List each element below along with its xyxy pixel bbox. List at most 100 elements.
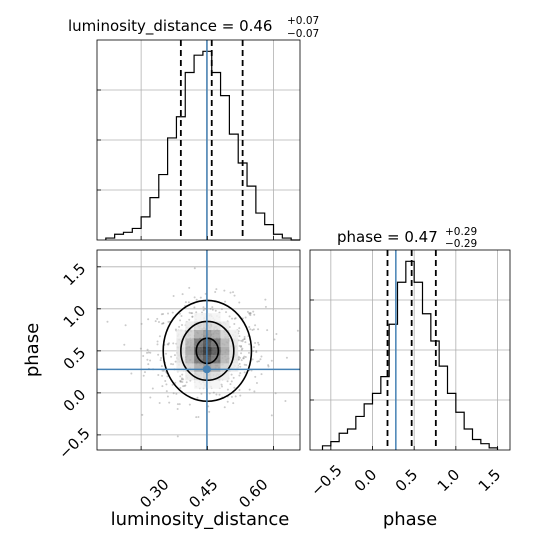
density-scatter-point [248, 326, 251, 329]
density-scatter-point [243, 355, 246, 358]
density-scatter-point [238, 389, 241, 392]
density-shade-cell [211, 363, 221, 372]
density-scatter-point [239, 365, 242, 368]
density-scatter-point [146, 358, 149, 361]
density-scatter-point [251, 329, 254, 332]
density-shade-cell [229, 329, 239, 339]
density-scatter-point [199, 296, 202, 299]
density-scatter-point [220, 383, 223, 386]
density-scatter-point [164, 379, 167, 382]
density-scatter-point [238, 362, 241, 365]
x-axis-label-luminosity-distance: luminosity_distance [111, 509, 290, 530]
phase-title: phase = 0.47 [337, 228, 438, 246]
density-scatter-point [196, 396, 199, 399]
density-scatter-point [243, 371, 246, 374]
density-scatter-point [178, 325, 181, 328]
density-shade-cell [185, 355, 195, 364]
density-scatter-point [160, 313, 163, 316]
density-scatter-point [181, 293, 184, 296]
density-scatter-point [242, 357, 245, 360]
density-shade-cell [220, 329, 230, 339]
density-scatter-point [193, 306, 196, 309]
density-scatter-point [228, 315, 231, 318]
density-scatter-point [142, 355, 145, 358]
density-shade-cell [194, 371, 203, 381]
density-scatter-point [176, 435, 179, 438]
density-scatter-point [241, 347, 244, 350]
density-scatter-point [204, 307, 207, 310]
density-scatter-point [243, 363, 246, 366]
density-scatter-point [230, 380, 233, 383]
density-scatter-point [179, 375, 182, 378]
density-scatter-point [247, 351, 250, 354]
density-scatter-point [245, 363, 248, 366]
density-scatter-point [161, 374, 164, 377]
density-shade-cell [220, 355, 230, 364]
density-scatter-point [267, 365, 270, 368]
density-scatter-point [240, 345, 243, 348]
density-shade-cell [194, 363, 203, 372]
density-scatter-point [232, 402, 235, 405]
density-scatter-point [174, 360, 177, 363]
density-scatter-point [237, 355, 240, 358]
density-scatter-point [212, 391, 215, 394]
ld-histogram-ticks [97, 89, 274, 240]
density-panel [96, 249, 301, 451]
density-scatter-point [215, 393, 218, 396]
density-scatter-point [241, 338, 244, 341]
density-scatter-point [240, 352, 243, 355]
density-shade-cell [185, 329, 195, 339]
density-scatter-point [211, 308, 214, 311]
density-shade-cell [185, 363, 195, 372]
density-scatter-point [238, 335, 241, 338]
ld-histogram-panel [96, 39, 301, 241]
phase-y-tick-label: 0.0 [60, 386, 90, 416]
density-scatter-point [173, 354, 176, 357]
density-shade-cell [185, 371, 195, 381]
density-scatter-point [161, 385, 164, 388]
density-scatter-point [191, 315, 194, 318]
ld-title-minus: −0.07 [287, 28, 319, 40]
density-scatter-point [240, 339, 243, 342]
density-scatter-point [218, 393, 221, 396]
density-scatter-point [274, 392, 277, 395]
density-scatter-point [184, 384, 187, 387]
density-scatter-point [273, 338, 276, 341]
density-scatter-point [296, 329, 299, 332]
density-scatter-point [240, 345, 243, 348]
density-scatter-point [214, 290, 217, 293]
density-shade-cell [211, 329, 221, 339]
density-scatter-point [249, 314, 252, 317]
density-scatter-point [237, 339, 240, 342]
density-shade-cell [185, 321, 195, 330]
density-scatter-point [252, 346, 255, 349]
density-scatter-point [149, 359, 152, 362]
ld-histogram-steps [105, 50, 300, 241]
phase-histogram-panel [309, 249, 511, 451]
density-scatter-point [158, 402, 161, 405]
density-scatter-point [179, 319, 182, 322]
phase-x-tick-label: 0.5 [392, 466, 422, 496]
density-scatter-point [248, 312, 251, 315]
density-scatter-point [252, 328, 255, 331]
density-scatter-point [168, 401, 171, 404]
density-scatter-point [238, 374, 241, 377]
density-scatter-point [254, 375, 257, 378]
density-scatter-point [172, 363, 175, 366]
density-scatter-point [233, 322, 236, 325]
density-scatter-point [188, 311, 191, 314]
phase-title-minus: −0.29 [445, 238, 477, 250]
density-scatter-point [266, 329, 269, 332]
density-scatter-point [162, 322, 165, 325]
density-scatter-point [243, 338, 246, 341]
density-scatter-point [188, 318, 191, 321]
phase-quantile-lines [386, 250, 437, 450]
density-shade-cell [194, 346, 203, 356]
density-scatter-point [141, 413, 144, 416]
density-scatter-point [162, 369, 165, 372]
density-scatter-point [140, 322, 143, 325]
density-scatter-point [252, 310, 255, 313]
density-scatter-point [233, 386, 236, 389]
density-scatter-point [260, 373, 263, 376]
